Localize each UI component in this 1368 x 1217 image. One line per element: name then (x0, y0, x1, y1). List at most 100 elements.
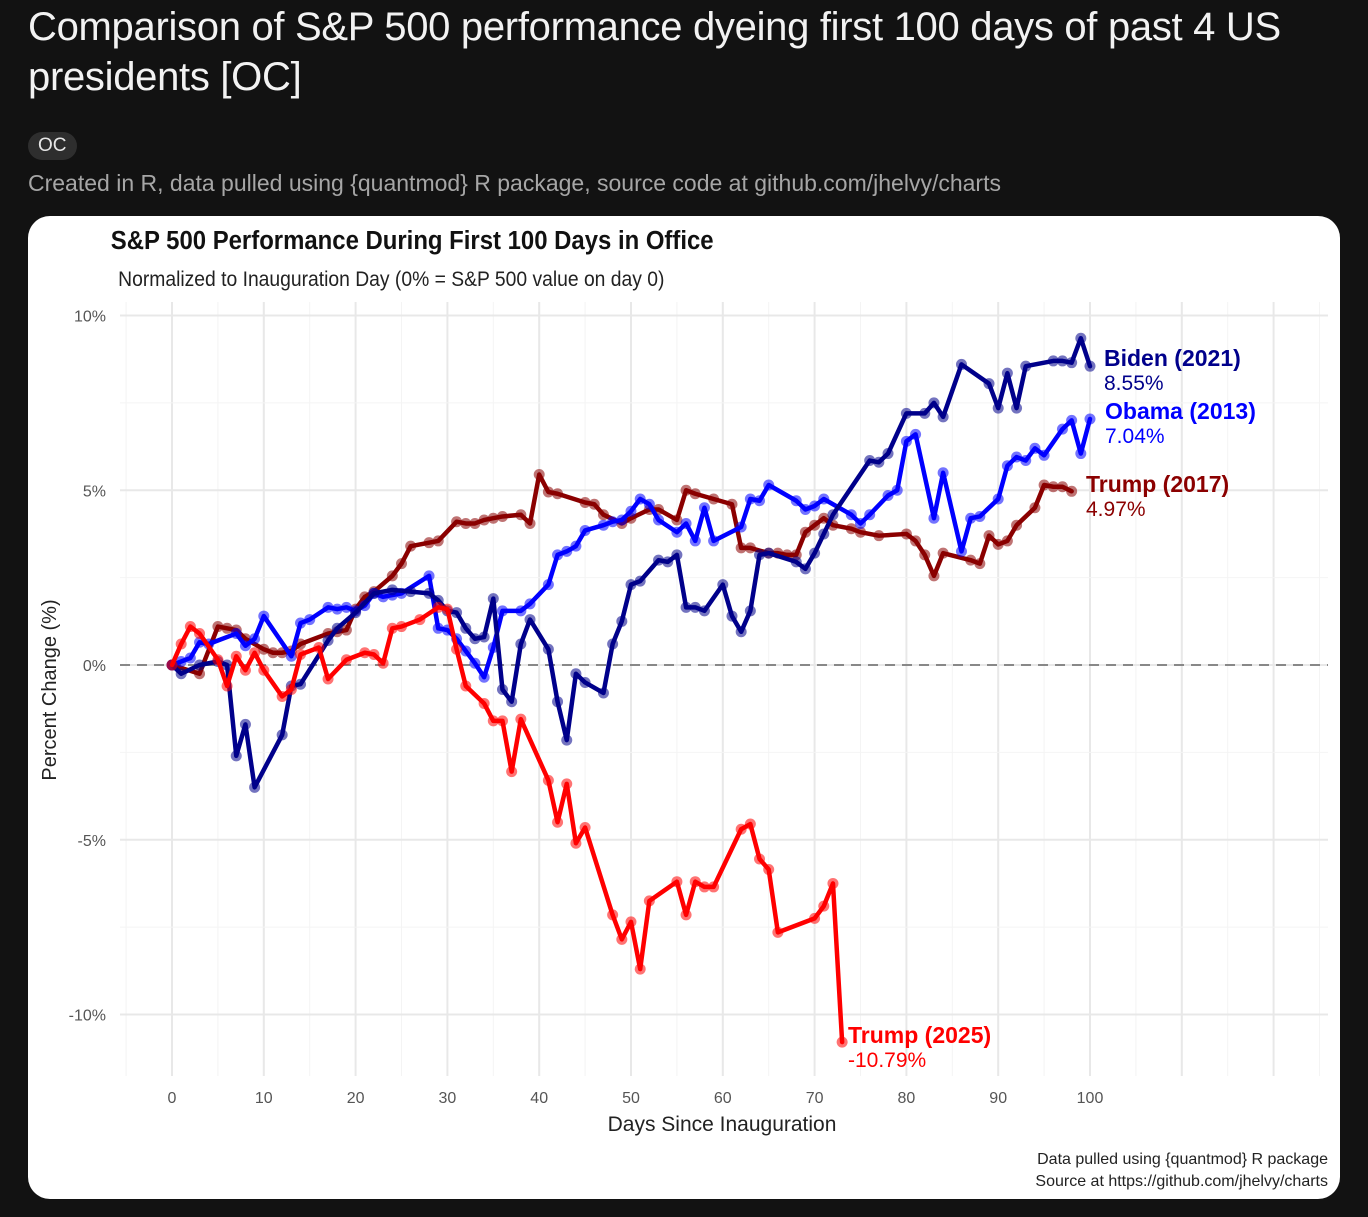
y-axis-title: Percent Change (%) (39, 599, 61, 780)
data-point (249, 633, 261, 645)
data-point (552, 488, 564, 500)
data-point (1001, 367, 1013, 379)
series-lines (166, 332, 1096, 1048)
data-point (698, 881, 710, 893)
data-point (882, 448, 894, 460)
data-point (194, 659, 206, 671)
data-point (653, 514, 665, 526)
data-point (331, 622, 343, 634)
series-label-value: 8.55% (1104, 372, 1164, 395)
data-point (561, 734, 573, 746)
data-point (671, 549, 683, 561)
data-point (634, 493, 646, 505)
data-point (496, 715, 508, 727)
data-point (331, 603, 343, 615)
data-point (230, 650, 242, 662)
data-point (570, 668, 582, 680)
data-point (579, 822, 591, 834)
data-point (992, 538, 1004, 550)
data-point (735, 626, 747, 638)
data-point (432, 601, 444, 613)
data-point (267, 647, 279, 659)
data-point (570, 540, 582, 552)
data-point (285, 650, 297, 662)
data-point (974, 558, 986, 570)
data-point (175, 638, 187, 650)
data-point (1047, 355, 1059, 367)
data-point (460, 645, 472, 657)
data-point (552, 549, 564, 561)
data-point (983, 530, 995, 542)
data-point (597, 519, 609, 531)
x-tick-label: 100 (1077, 1090, 1104, 1107)
data-point (653, 554, 665, 566)
data-point (487, 512, 499, 524)
data-point (1075, 448, 1087, 460)
data-point (533, 469, 545, 481)
data-point (515, 605, 527, 617)
data-point (1066, 414, 1078, 426)
data-point (496, 683, 508, 695)
data-point (680, 909, 692, 921)
flair-badge[interactable]: OC (28, 132, 77, 160)
data-point (377, 657, 389, 669)
line-chart: S&P 500 Performance During First 100 Day… (39, 226, 1328, 1190)
post-body-text: Created in R, data pulled using {quantmo… (28, 170, 1001, 196)
data-point (405, 540, 417, 552)
data-point (487, 593, 499, 605)
data-point (1056, 481, 1068, 493)
data-point (607, 516, 619, 528)
data-point (735, 823, 747, 835)
data-point (809, 500, 821, 512)
data-point (570, 837, 582, 849)
data-point (515, 509, 527, 521)
series-label-name: Trump (2025) (848, 1022, 991, 1048)
data-point (689, 488, 701, 500)
data-point (322, 601, 334, 613)
data-point (478, 671, 490, 683)
data-point (708, 493, 720, 505)
data-point (386, 584, 398, 596)
data-point (469, 517, 481, 529)
data-point (726, 610, 738, 622)
data-point (285, 683, 297, 695)
data-point (460, 622, 472, 634)
data-point (836, 1036, 848, 1048)
data-point (754, 853, 766, 865)
axes: 0 10 20 30 40 50 60 70 80 90 100 10% 5% 0% -5% -10% (69, 309, 1104, 1108)
data-point (662, 556, 674, 568)
series-label-name: Trump (2017) (1086, 471, 1229, 497)
data-point (460, 517, 472, 529)
data-point (698, 605, 710, 617)
y-tick-label: 5% (83, 483, 106, 500)
data-point (515, 713, 527, 725)
data-point (937, 411, 949, 423)
data-point (597, 687, 609, 699)
x-tick-label: 0 (168, 1090, 177, 1107)
data-point (855, 526, 866, 538)
data-point (900, 528, 912, 540)
data-point (799, 526, 811, 538)
data-point (304, 614, 316, 626)
series-label-name: Biden (2021) (1104, 345, 1241, 371)
data-point (239, 640, 251, 652)
data-point (249, 647, 261, 659)
data-point (919, 549, 931, 561)
data-point (1020, 455, 1032, 467)
data-point (396, 558, 407, 570)
data-point (1011, 451, 1023, 463)
data-point (597, 509, 609, 521)
data-point (396, 621, 407, 633)
data-point (469, 657, 481, 669)
data-point (818, 493, 830, 505)
data-point (928, 397, 940, 409)
data-point (405, 586, 417, 598)
data-point (1056, 423, 1068, 435)
data-point (579, 676, 591, 688)
data-point (873, 530, 885, 542)
data-point (616, 514, 628, 526)
data-point (386, 622, 398, 634)
data-point (634, 575, 646, 587)
data-point (625, 916, 637, 928)
x-tick-label: 30 (439, 1090, 457, 1107)
